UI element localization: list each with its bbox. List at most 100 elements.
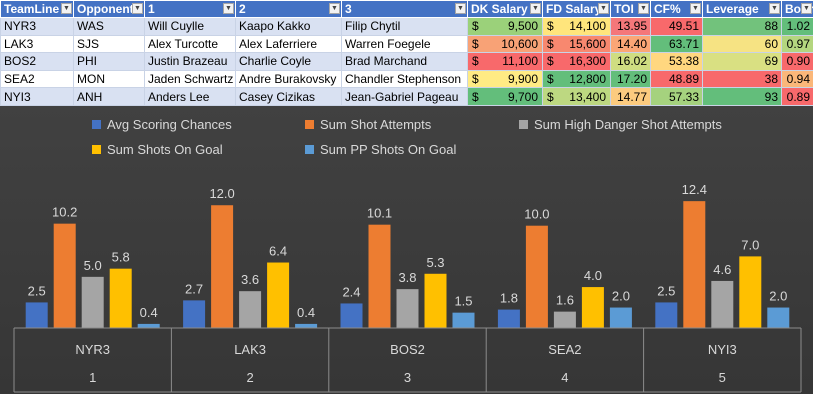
cell-p1[interactable]: Will Cuylle [144, 17, 236, 36]
filter-dropdown-icon[interactable]: ▼ [598, 3, 609, 14]
filter-dropdown-icon[interactable]: ▼ [132, 3, 143, 14]
cell-p1[interactable]: Anders Lee [144, 87, 236, 106]
bar[interactable] [211, 205, 234, 328]
filter-dropdown-icon[interactable]: ▼ [690, 3, 701, 14]
cell-p2[interactable]: Alex Laferriere [235, 34, 342, 54]
cell-boom[interactable]: 1.02 [781, 17, 813, 36]
column-header[interactable]: TOI ▼ [610, 0, 651, 18]
cell-p3[interactable]: Jean-Gabriel Pageau [341, 87, 468, 106]
cell-p1[interactable]: Alex Turcotte [144, 34, 236, 54]
cell-fd-salary[interactable]: $15,600 [542, 34, 611, 54]
bar[interactable] [553, 311, 576, 328]
cell-p1[interactable]: Jaden Schwartz [144, 69, 236, 89]
bar[interactable] [581, 287, 604, 328]
cell-p2[interactable]: Casey Cizikas [235, 87, 342, 106]
cell-p2[interactable]: Charlie Coyle [235, 52, 342, 71]
cell-teamline[interactable]: NYI3 [0, 87, 74, 106]
filter-dropdown-icon[interactable]: ▼ [769, 3, 780, 14]
column-header[interactable]: FD Salary ▼ [542, 0, 611, 18]
cell-fd-salary[interactable]: $12,800 [542, 69, 611, 89]
cell-dk-salary[interactable]: $9,500 [467, 17, 543, 36]
bar[interactable] [452, 312, 475, 328]
cell-boom[interactable]: 0.97 [781, 34, 813, 54]
cell-cf[interactable]: 57.33 [650, 87, 703, 106]
legend-item[interactable]: Sum Shots On Goal [92, 142, 223, 157]
bar[interactable] [683, 201, 706, 328]
column-header[interactable]: TeamLine ▼ [0, 0, 74, 18]
bar[interactable] [25, 302, 48, 328]
bar[interactable] [340, 303, 363, 328]
cell-leverage[interactable]: 38 [702, 69, 782, 89]
bar[interactable] [767, 307, 790, 328]
cell-leverage[interactable]: 93 [702, 87, 782, 106]
bar[interactable] [655, 302, 678, 328]
cell-toi[interactable]: 14.40 [610, 34, 651, 54]
filter-dropdown-icon[interactable]: ▼ [329, 3, 340, 14]
bar[interactable] [396, 289, 419, 328]
filter-dropdown-icon[interactable]: ▼ [801, 3, 812, 14]
bar[interactable] [497, 309, 520, 328]
cell-leverage[interactable]: 60 [702, 34, 782, 54]
column-header[interactable]: DK Salary ▼ [467, 0, 543, 18]
cell-dk-salary[interactable]: $10,600 [467, 34, 543, 54]
column-header[interactable]: CF% ▼ [650, 0, 703, 18]
filter-dropdown-icon[interactable]: ▼ [223, 3, 234, 14]
filter-dropdown-icon[interactable]: ▼ [638, 3, 649, 14]
column-header[interactable]: Opponent ▼ [73, 0, 145, 18]
column-header[interactable]: 1 ▼ [144, 0, 236, 18]
cell-fd-salary[interactable]: $16,300 [542, 52, 611, 71]
cell-p3[interactable]: Filip Chytil [341, 17, 468, 36]
cell-fd-salary[interactable]: $14,100 [542, 17, 611, 36]
filter-dropdown-icon[interactable]: ▼ [61, 3, 72, 14]
cell-cf[interactable]: 63.71 [650, 34, 703, 54]
cell-opponent[interactable]: SJS [73, 34, 145, 54]
cell-toi[interactable]: 14.77 [610, 87, 651, 106]
bar[interactable] [183, 300, 206, 328]
bar[interactable] [609, 307, 632, 328]
legend-item[interactable]: Sum PP Shots On Goal [305, 142, 456, 157]
cell-dk-salary[interactable]: $9,700 [467, 87, 543, 106]
bar[interactable] [368, 224, 391, 328]
cell-opponent[interactable]: MON [73, 69, 145, 89]
cell-p3[interactable]: Brad Marchand [341, 52, 468, 71]
cell-p3[interactable]: Warren Foegele [341, 34, 468, 54]
column-header[interactable]: Boom▼ [781, 0, 813, 18]
bar[interactable] [295, 323, 318, 328]
cell-p2[interactable]: Andre Burakovsky [235, 69, 342, 89]
cell-boom[interactable]: 0.89 [781, 87, 813, 106]
cell-leverage[interactable]: 69 [702, 52, 782, 71]
cell-boom[interactable]: 0.94 [781, 69, 813, 89]
legend-item[interactable]: Sum High Danger Shot Attempts [519, 117, 722, 132]
cell-leverage[interactable]: 88 [702, 17, 782, 36]
cell-teamline[interactable]: LAK3 [0, 34, 74, 54]
bar[interactable] [53, 223, 76, 328]
cell-teamline[interactable]: BOS2 [0, 52, 74, 71]
bar[interactable] [137, 323, 160, 328]
bar[interactable] [239, 291, 262, 328]
cell-cf[interactable]: 49.51 [650, 17, 703, 36]
cell-dk-salary[interactable]: $9,900 [467, 69, 543, 89]
cell-toi[interactable]: 16.02 [610, 52, 651, 71]
cell-opponent[interactable]: ANH [73, 87, 145, 106]
legend-item[interactable]: Sum Shot Attempts [305, 117, 432, 132]
cell-toi[interactable]: 17.20 [610, 69, 651, 89]
cell-fd-salary[interactable]: $13,400 [542, 87, 611, 106]
cell-cf[interactable]: 48.89 [650, 69, 703, 89]
bar[interactable] [267, 262, 290, 328]
cell-boom[interactable]: 0.90 [781, 52, 813, 71]
column-header[interactable]: 3 ▼ [341, 0, 468, 18]
cell-p3[interactable]: Chandler Stephenson [341, 69, 468, 89]
cell-p1[interactable]: Justin Brazeau [144, 52, 236, 71]
cell-teamline[interactable]: SEA2 [0, 69, 74, 89]
cell-teamline[interactable]: NYR3 [0, 17, 74, 36]
cell-cf[interactable]: 53.38 [650, 52, 703, 71]
column-header[interactable]: 2 ▼ [235, 0, 342, 18]
bar[interactable] [525, 225, 548, 328]
column-header[interactable]: Leverage ▼ [702, 0, 782, 18]
cell-opponent[interactable]: PHI [73, 52, 145, 71]
cell-opponent[interactable]: WAS [73, 17, 145, 36]
cell-dk-salary[interactable]: $11,100 [467, 52, 543, 71]
bar[interactable] [711, 280, 734, 328]
filter-dropdown-icon[interactable]: ▼ [530, 3, 541, 14]
filter-dropdown-icon[interactable]: ▼ [455, 3, 466, 14]
